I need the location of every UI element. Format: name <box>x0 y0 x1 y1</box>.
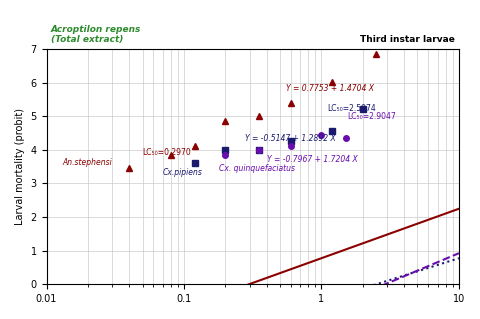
Text: Y = -0.7967 + 1.7204 X: Y = -0.7967 + 1.7204 X <box>267 154 358 164</box>
Text: Cx. quinquefaciatus: Cx. quinquefaciatus <box>219 164 295 173</box>
Text: Y = 0.7753 + 1.4704 X: Y = 0.7753 + 1.4704 X <box>286 84 374 93</box>
Text: LC₅₀=0.2970: LC₅₀=0.2970 <box>143 148 192 157</box>
Text: LC₅₀=2.9047: LC₅₀=2.9047 <box>348 112 396 121</box>
Text: Y = -0.5147 + 1.2892 X: Y = -0.5147 + 1.2892 X <box>245 134 336 143</box>
Text: Third instar larvae: Third instar larvae <box>360 35 455 44</box>
Text: Cx.pipiens: Cx.pipiens <box>163 168 203 177</box>
Text: LC₅₀=2.5074: LC₅₀=2.5074 <box>327 104 376 113</box>
Text: An.stephensi: An.stephensi <box>62 158 112 167</box>
Y-axis label: Larval mortality (probit): Larval mortality (probit) <box>15 108 25 225</box>
Text: Acroptilon repens
(Total extract): Acroptilon repens (Total extract) <box>51 25 141 44</box>
